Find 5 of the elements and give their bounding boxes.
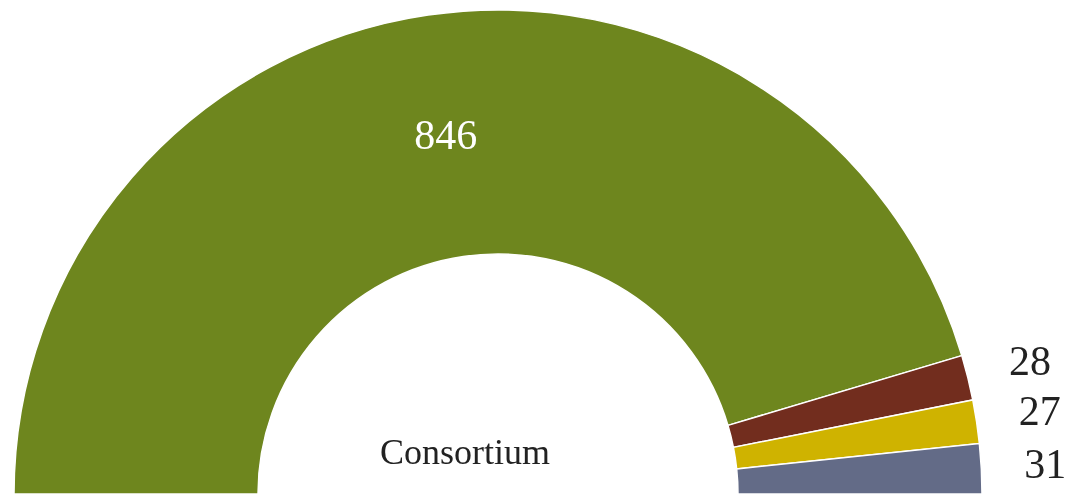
data-label: 31	[1024, 441, 1067, 488]
text: Consortium	[379, 432, 551, 472]
data-label: 846	[414, 111, 478, 158]
data-label: 28	[1008, 338, 1051, 385]
data-label: 27	[1018, 388, 1061, 435]
